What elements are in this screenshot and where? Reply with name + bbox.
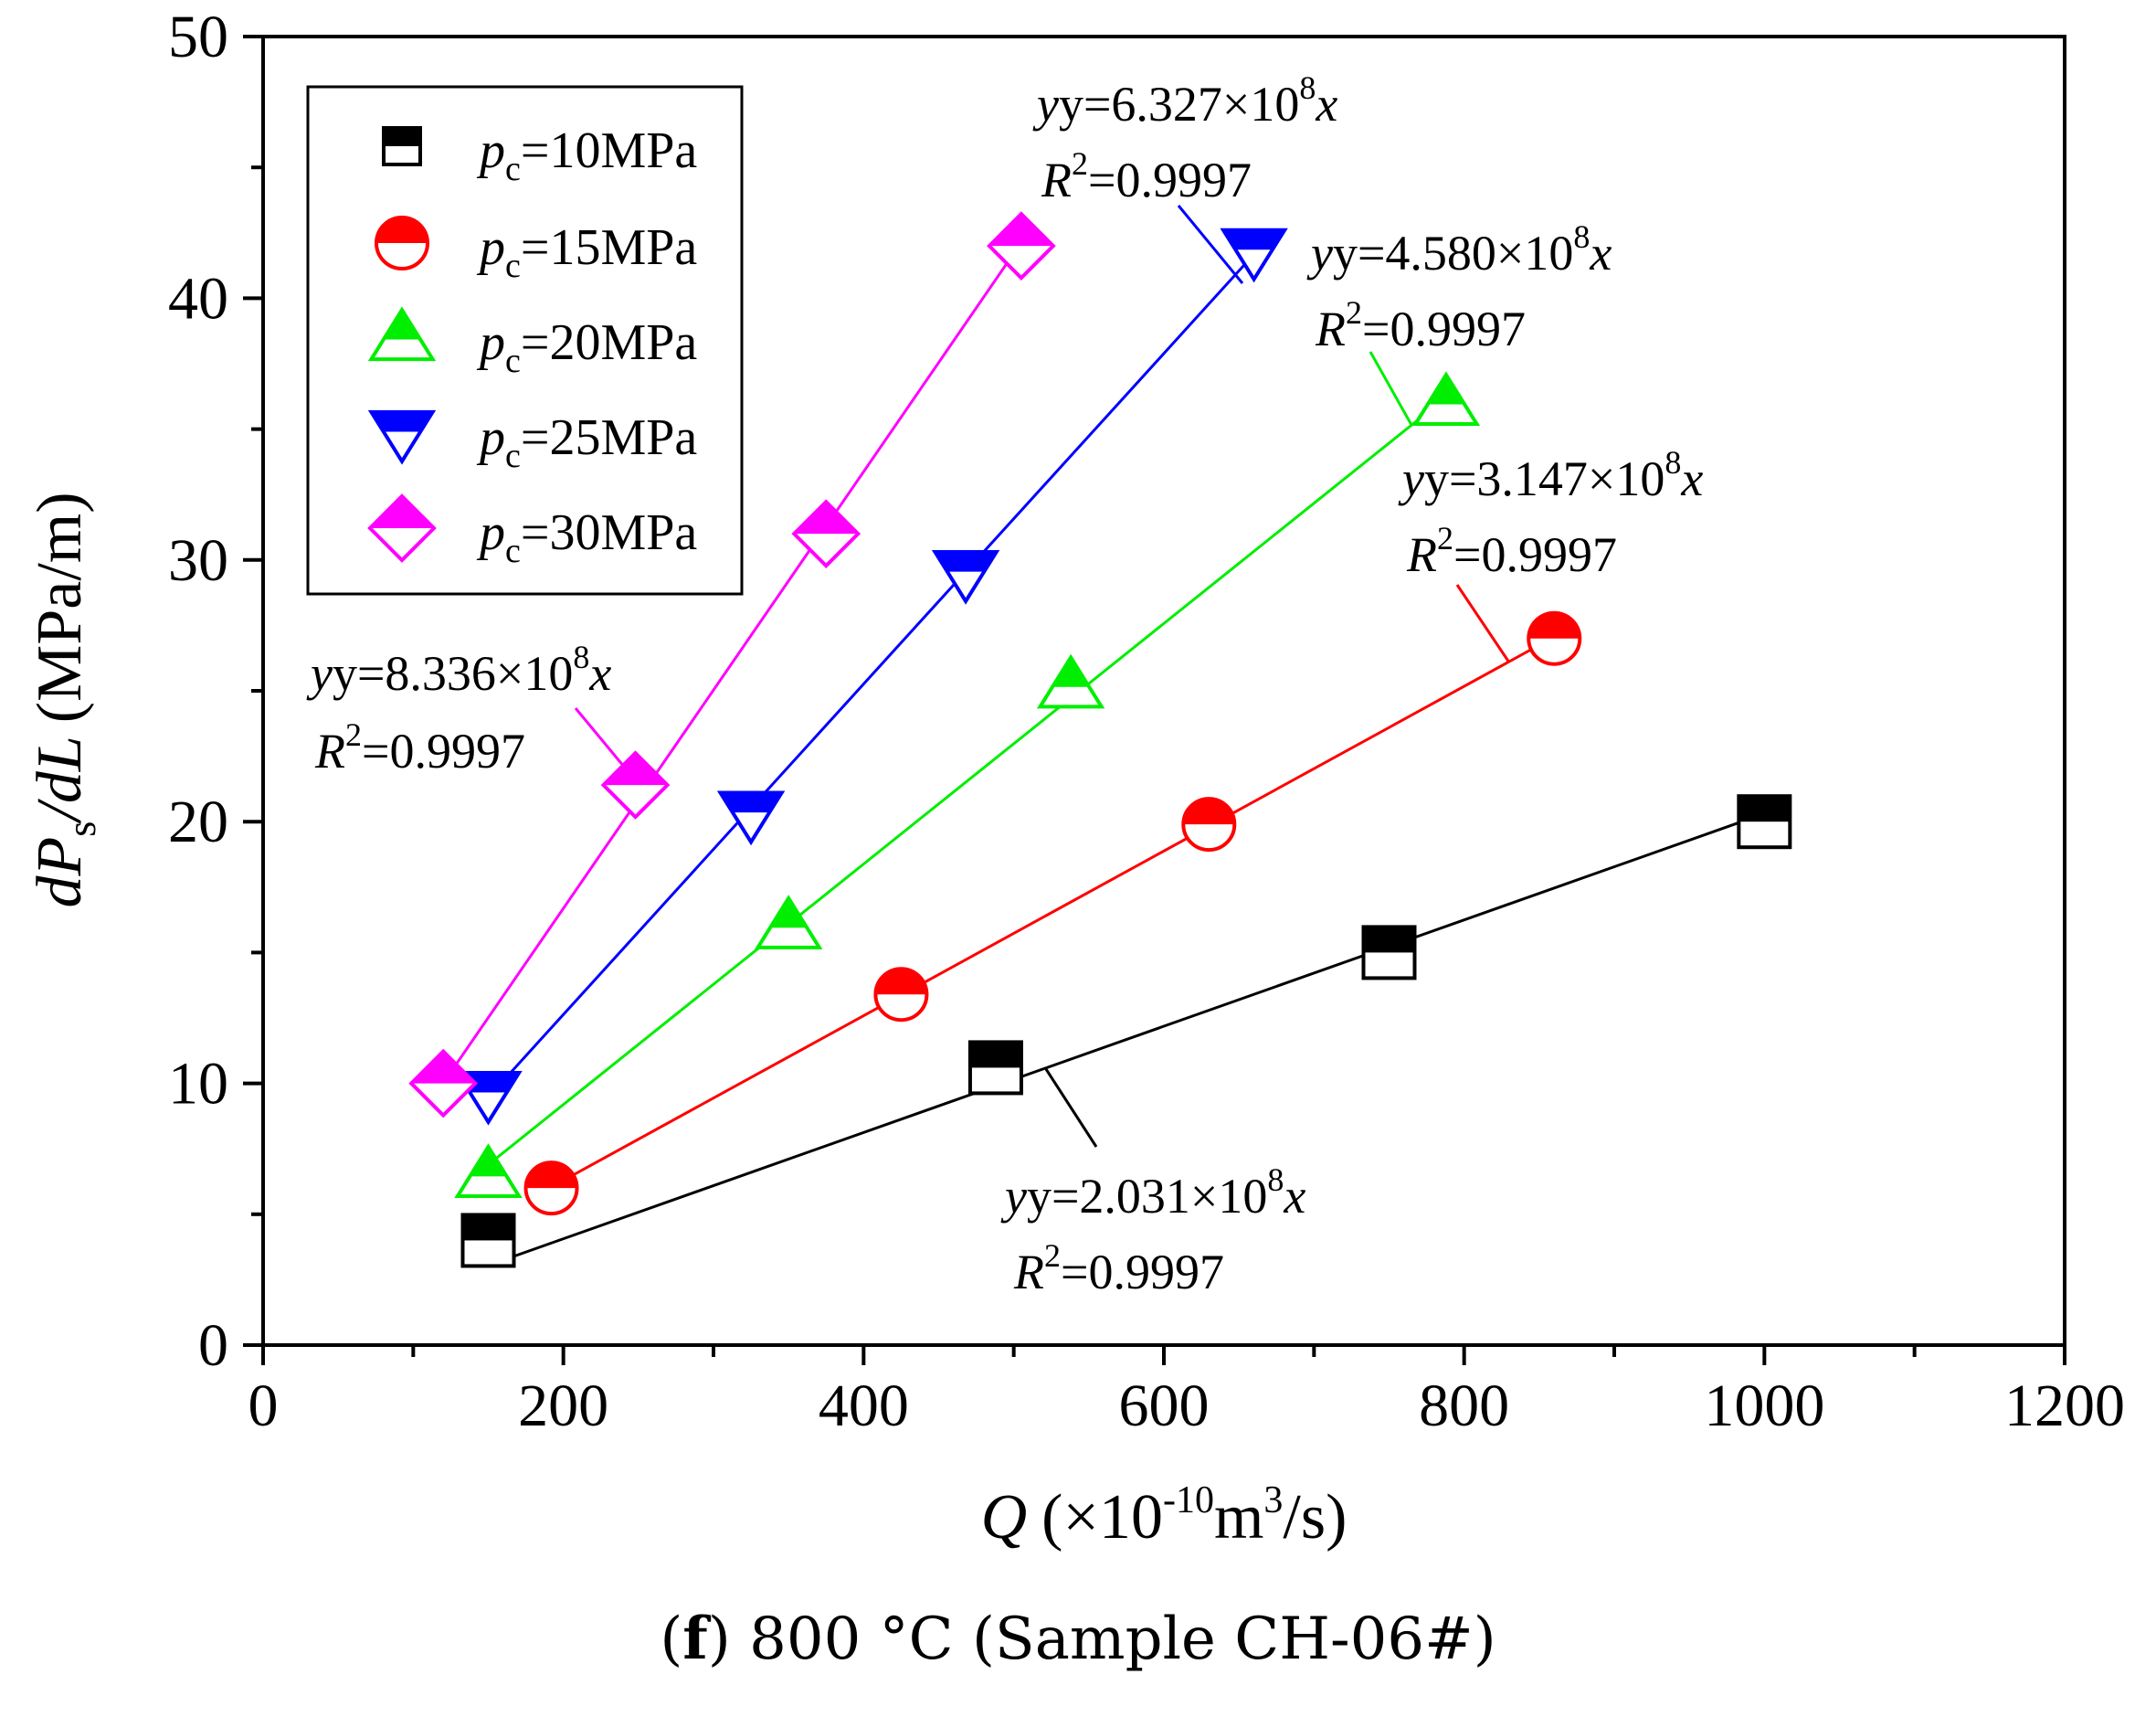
tick-labels: 0 200 400 600 800 1000 1200 0 10 20 30 40 50 bbox=[168, 4, 2125, 1439]
fit-r2-10: R2=0.9997 bbox=[1013, 1237, 1224, 1299]
marker-10-0 bbox=[460, 1213, 516, 1268]
legend-label-15: pc=15MPa bbox=[476, 219, 697, 285]
y-tick-label: 0 bbox=[198, 1312, 228, 1379]
legend-markers bbox=[367, 126, 437, 563]
fit-eq-30: yy=8.336×108x bbox=[306, 639, 611, 701]
legend-marker-10 bbox=[382, 126, 422, 166]
legend-marker-25 bbox=[367, 409, 437, 465]
fit-line-20 bbox=[487, 396, 1447, 1166]
fit-r2-30: R2=0.9997 bbox=[314, 716, 525, 779]
marker-20-1 bbox=[754, 895, 823, 949]
legend-box bbox=[306, 85, 744, 596]
marker-25-3 bbox=[1220, 228, 1288, 283]
fit-r2-25: R2=0.9997 bbox=[1041, 145, 1252, 207]
marker-20-3 bbox=[1411, 371, 1481, 427]
x-tick-label: 200 bbox=[518, 1373, 608, 1439]
fit-r2-20: R2=0.9997 bbox=[1315, 294, 1526, 356]
fit-annotations: yy=8.336×108x R2=0.9997 yy=6.327×108x R2… bbox=[306, 69, 1703, 1299]
legend-marker-20 bbox=[367, 306, 437, 362]
legend-label-20: pc=20MPa bbox=[476, 314, 697, 380]
leader-20 bbox=[1369, 351, 1413, 426]
legend-marker-30 bbox=[367, 493, 437, 563]
axis-ticks bbox=[243, 35, 2066, 1365]
legend-label-10: pc=10MPa bbox=[476, 122, 697, 188]
marker-20-2 bbox=[1036, 653, 1105, 709]
marker-20-0 bbox=[454, 1143, 523, 1198]
x-axis-title: Q (×10-10m3/s) bbox=[981, 1479, 1348, 1553]
y-tick-label: 10 bbox=[168, 1051, 228, 1118]
leader-30 bbox=[574, 707, 630, 773]
legend-label-30: pc=30MPa bbox=[476, 504, 697, 570]
x-tick-label: 1000 bbox=[1704, 1373, 1824, 1439]
legend: pc=10MPa pc=15MPa pc=20MPa pc=25MPa pc=3… bbox=[306, 85, 744, 596]
leader-15 bbox=[1455, 584, 1511, 663]
leader-10 bbox=[1044, 1068, 1098, 1148]
x-tick-label: 0 bbox=[248, 1373, 279, 1439]
x-tick-label: 800 bbox=[1419, 1373, 1509, 1439]
fit-eq-25: yy=6.327×108x bbox=[1032, 69, 1337, 132]
marker-30-0 bbox=[408, 1048, 479, 1118]
marker-15-2 bbox=[1181, 797, 1237, 853]
marker-15-1 bbox=[873, 967, 929, 1023]
fit-eq-15: yy=3.147×108x bbox=[1398, 444, 1703, 506]
y-tick-label: 40 bbox=[168, 265, 228, 332]
marker-15-0 bbox=[523, 1161, 579, 1216]
y-tick-label: 20 bbox=[168, 789, 228, 855]
fit-line-15 bbox=[550, 635, 1555, 1189]
fit-line-10 bbox=[487, 811, 1765, 1267]
fit-r2-15: R2=0.9997 bbox=[1406, 520, 1617, 582]
marker-30-1 bbox=[600, 750, 671, 820]
annotation-leaders bbox=[574, 205, 1511, 1148]
legend-label-25: pc=25MPa bbox=[476, 409, 697, 475]
data-markers bbox=[408, 211, 1792, 1268]
marker-15-3 bbox=[1527, 610, 1582, 666]
leader-25 bbox=[1177, 205, 1244, 284]
x-tick-label: 400 bbox=[819, 1373, 909, 1439]
fit-line-30 bbox=[441, 241, 1023, 1085]
y-tick-label: 30 bbox=[168, 527, 228, 594]
legend-marker-15 bbox=[375, 216, 429, 270]
fit-line-25 bbox=[487, 253, 1255, 1098]
marker-10-1 bbox=[967, 1040, 1023, 1096]
fit-eq-10: yy=2.031×108x bbox=[1000, 1161, 1305, 1224]
marker-25-1 bbox=[716, 790, 786, 846]
marker-25-2 bbox=[931, 550, 1000, 605]
fit-lines bbox=[441, 241, 1765, 1267]
marker-10-3 bbox=[1737, 794, 1792, 850]
fit-eq-20: yy=4.580×108x bbox=[1306, 218, 1612, 281]
x-tick-label: 600 bbox=[1119, 1373, 1210, 1439]
marker-10-2 bbox=[1361, 925, 1417, 980]
y-tick-label: 50 bbox=[168, 4, 228, 70]
x-tick-label: 1200 bbox=[2004, 1373, 2125, 1439]
marker-30-3 bbox=[987, 211, 1056, 281]
figure-caption: (f) 800 °C (Sample CH-06#) bbox=[660, 1605, 1495, 1673]
y-axis-title: dPs/dL(MPa/m) bbox=[25, 492, 104, 907]
marker-30-2 bbox=[791, 499, 861, 568]
